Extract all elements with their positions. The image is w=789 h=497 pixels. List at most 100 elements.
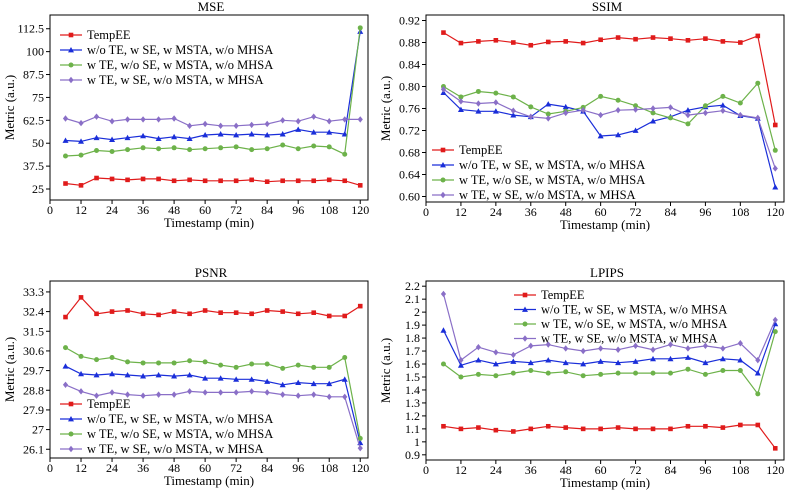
- ssim-y-tick-label: 0.72: [399, 124, 420, 138]
- lpips-series-1-point: [440, 327, 447, 333]
- lpips-y-tick-label: 2.1: [405, 292, 420, 306]
- lpips-series-2-point: [650, 370, 656, 376]
- mse-series-0-point: [311, 178, 317, 184]
- ssim-series-1-point: [457, 106, 464, 112]
- lpips-series-2-point: [598, 371, 604, 377]
- mse-series-1-point: [248, 131, 255, 137]
- psnr-y-tick-label: 27: [32, 423, 44, 437]
- ssim-series-0-point: [528, 42, 534, 48]
- lpips-y-tick-label: 2: [414, 305, 420, 319]
- lpips-series-3-point: [563, 345, 569, 352]
- ssim-legend-entry: w/o TE, w SE, w MSTA, w/o MHSA: [459, 158, 645, 172]
- ssim-x-tick-label: 96: [699, 205, 711, 219]
- mse-series-2-point: [249, 147, 255, 153]
- psnr-series-0-point: [187, 311, 192, 317]
- ssim-series-0-point: [720, 39, 726, 44]
- ssim-x-tick-label: 0: [423, 205, 429, 219]
- lpips-series-3-point: [615, 346, 621, 353]
- lpips-series-0-line: [443, 424, 776, 449]
- ssim-series-3-point: [493, 99, 499, 106]
- ssim-series-3-point: [702, 109, 709, 117]
- psnr-series-3-point: [140, 392, 146, 399]
- mse-x-tick-label: 72: [230, 203, 242, 217]
- lpips-series-2-line: [443, 331, 776, 396]
- mse-series-1-point: [264, 131, 271, 138]
- psnr-series-2-point: [280, 365, 286, 371]
- lpips-series-3-point: [737, 340, 743, 347]
- psnr-series-0-point: [326, 313, 332, 319]
- ssim-series-3-point: [755, 114, 761, 122]
- mse-series-0-point: [94, 175, 99, 181]
- mse-legend-entry: w TE, w SE, w/o MSTA, w MHSA: [87, 73, 264, 87]
- mse-series-0-point: [156, 176, 161, 182]
- lpips-series-0-point: [598, 426, 603, 432]
- ssim-plot-frame: [425, 14, 785, 203]
- psnr-series-0-point: [94, 311, 99, 317]
- ssim-series-2-point: [528, 104, 534, 110]
- lpips-y-tick-label: 0.9: [405, 448, 420, 462]
- psnr-series-1-point: [233, 376, 240, 382]
- ssim-legend-entry: w TE, w/o SE, w MSTA, w/o MHSA: [459, 173, 645, 187]
- ssim-series-2-point: [493, 90, 499, 96]
- mse-legend-entry: TempEE: [87, 28, 131, 42]
- lpips-legend-marker: [522, 292, 528, 298]
- psnr-y-tick-label: 31.5: [23, 324, 44, 338]
- mse-series-0-point: [140, 176, 146, 182]
- ssim-x-axis-label: Timestamp (min): [560, 217, 650, 232]
- ssim-series-2-point: [702, 103, 708, 109]
- ssim-y-tick-label: 0.80: [399, 80, 420, 94]
- psnr-series-1-point: [310, 380, 317, 387]
- lpips-series-1-point: [475, 357, 482, 363]
- psnr-chart: PSNR 0 12 24 36 48 60 72 84 96 108 120 26.1 27 27.9 28.…: [2, 265, 369, 488]
- psnr-series-2-point: [109, 354, 115, 360]
- mse-series-2-point: [202, 146, 208, 152]
- lpips-series-2-point: [772, 329, 778, 335]
- mse-series-1-point: [155, 135, 162, 142]
- ssim-y-tick-label: 0.60: [399, 190, 420, 204]
- psnr-x-tick-label: 0: [47, 461, 53, 475]
- ssim-series-0-point: [650, 35, 656, 40]
- ssim-x-tick-label: 12: [455, 205, 467, 219]
- psnr-x-tick-label: 12: [75, 461, 87, 475]
- ssim-series-1-point: [632, 127, 639, 133]
- mse-x-tick-label: 96: [292, 203, 304, 217]
- psnr-series-2-point: [295, 362, 301, 368]
- mse-series-2-point: [295, 146, 301, 152]
- mse-y-tick-label: 37.5: [23, 159, 44, 173]
- psnr-series-2-line: [65, 347, 361, 439]
- mse-series-3-point: [155, 116, 162, 123]
- lpips-series-1-point: [510, 358, 517, 364]
- mse-series-2-line: [65, 27, 361, 157]
- mse-series-1-point: [124, 134, 131, 141]
- ssim-x-tick-label: 24: [490, 205, 502, 219]
- lpips-series-2-point: [633, 370, 639, 376]
- lpips-series-1-point: [632, 358, 639, 364]
- mse-series-2-point: [171, 145, 177, 151]
- lpips-series-3-point: [755, 356, 761, 364]
- mse-series-1-point: [78, 138, 85, 144]
- mse-legend-marker: [68, 47, 74, 53]
- ssim-x-tick-label: 108: [731, 205, 749, 219]
- mse-x-tick-label: 24: [106, 203, 118, 217]
- psnr-y-tick-label: 30.6: [23, 344, 44, 358]
- lpips-x-tick-label: 24: [490, 463, 502, 477]
- mse-series-2-point: [233, 144, 239, 150]
- mse-y-tick-label: 87.5: [23, 68, 44, 82]
- lpips-series-1-point: [719, 355, 726, 362]
- ssim-title: SSIM: [592, 0, 623, 14]
- lpips-series-0-point: [580, 426, 586, 432]
- lpips-x-tick-label: 60: [595, 463, 607, 477]
- ssim-series-2-line: [443, 81, 776, 151]
- mse-series-1-point: [109, 136, 116, 142]
- psnr-series-1-point: [93, 371, 100, 378]
- lpips-series-1-point: [545, 357, 552, 363]
- lpips-series-2-point: [545, 370, 551, 376]
- ssim-legend-marker: [440, 191, 446, 199]
- ssim-series-2-point: [633, 103, 639, 109]
- mse-series-3-point: [218, 122, 224, 130]
- mse-series-2-point: [218, 145, 224, 151]
- mse-series-3-point: [171, 115, 177, 122]
- psnr-series-2-point: [78, 353, 84, 359]
- psnr-series-1-point: [78, 370, 85, 377]
